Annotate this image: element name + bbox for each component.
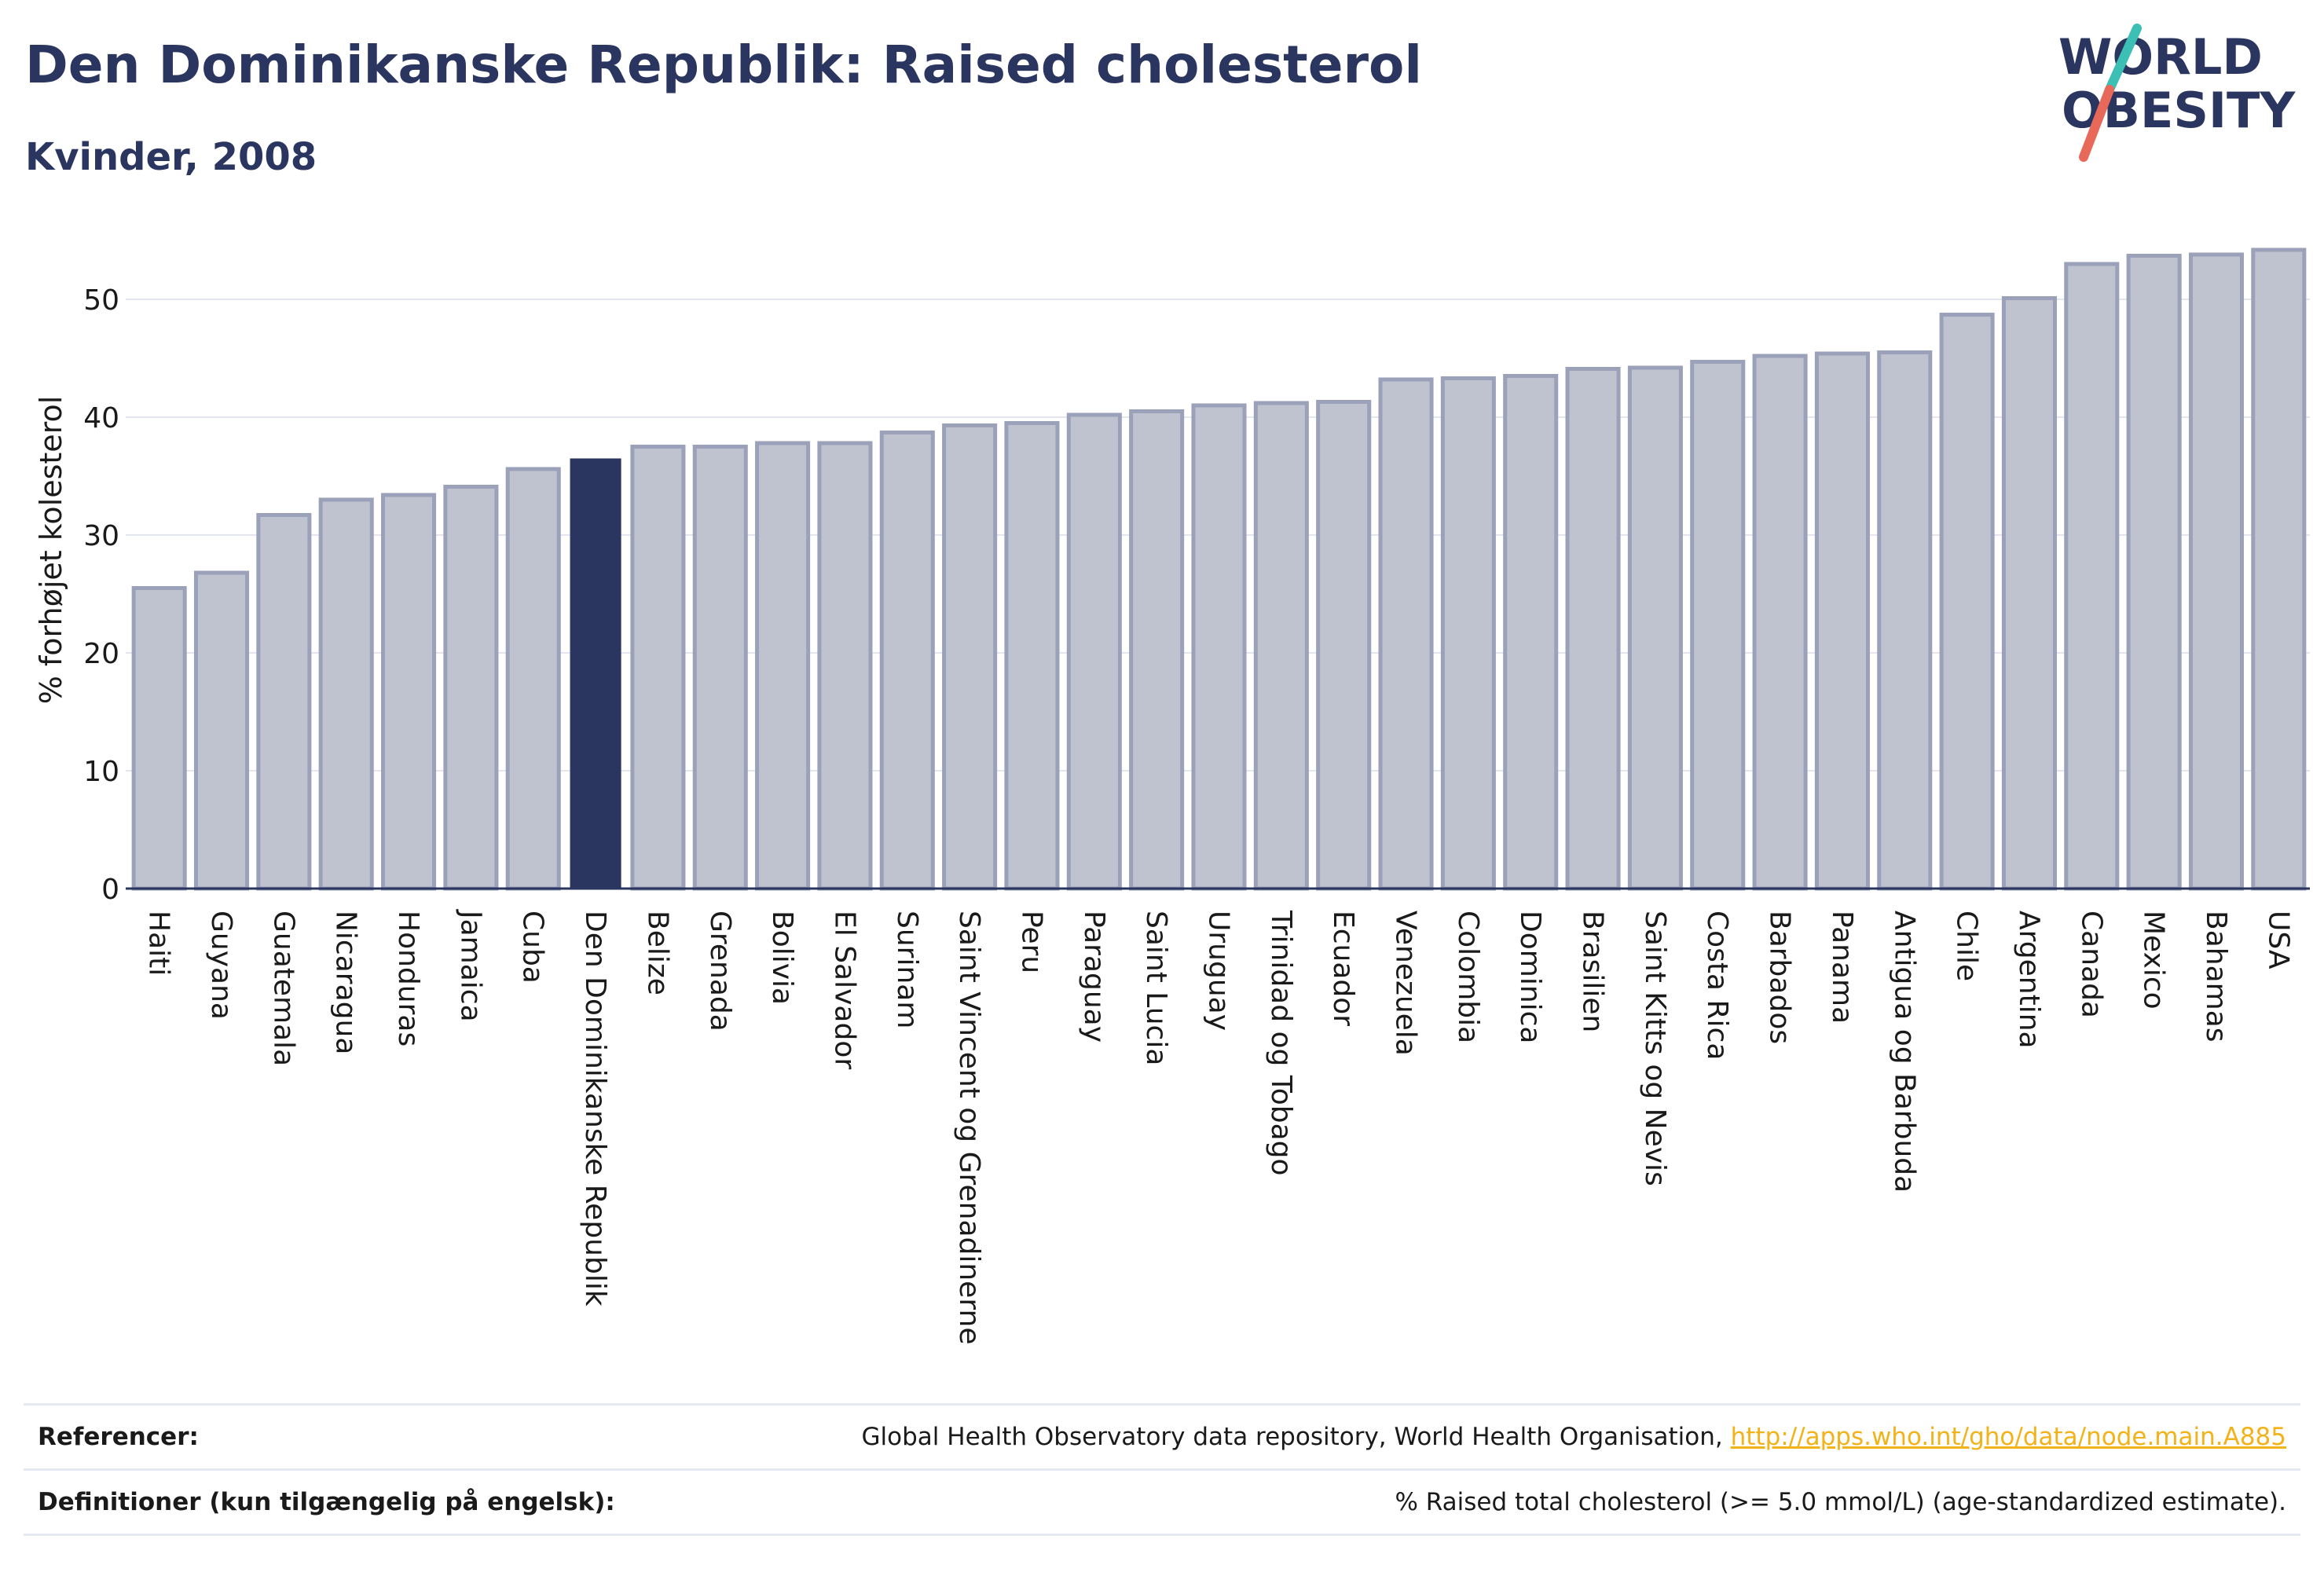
bars — [131, 247, 2307, 891]
x-tick-label: Argentina — [2013, 911, 2045, 1049]
y-tick-labels: 0 10 20 30 40 50 — [83, 284, 119, 906]
x-tick-label: Honduras — [392, 911, 424, 1046]
bar[interactable] — [1939, 313, 1995, 891]
bar[interactable] — [318, 497, 374, 891]
x-tick-label: Antigua og Barbuda — [1888, 911, 1920, 1193]
definitions-row: Definitioner (kun tilgængelig på engelsk… — [24, 1468, 2300, 1536]
bar[interactable] — [692, 445, 748, 891]
x-tick-label: Dominica — [1514, 911, 1546, 1044]
x-tick-label: Saint Lucia — [1140, 911, 1172, 1065]
x-tick-label: Guatemala — [267, 911, 299, 1066]
x-tick-label: Bolivia — [766, 911, 798, 1005]
bar[interactable] — [505, 467, 561, 891]
x-tick-label: El Salvador — [828, 911, 860, 1069]
y-tick-label: 40 — [83, 402, 119, 434]
bar[interactable] — [755, 441, 811, 891]
x-tick-label: Mexico — [2138, 911, 2170, 1010]
bar[interactable] — [2188, 252, 2245, 891]
x-tick-label: Costa Rica — [1701, 911, 1733, 1060]
x-tick-label: Belize — [641, 911, 673, 995]
x-tick-label: Cuba — [517, 911, 549, 984]
bar[interactable] — [1004, 421, 1060, 891]
bar[interactable] — [942, 423, 998, 891]
x-tick-label: Trinidad og Tobago — [1265, 910, 1297, 1176]
x-tick-label: Den Dominikanske Republik — [579, 911, 611, 1307]
bar[interactable] — [1253, 401, 1309, 891]
x-tick-label: Paraguay — [1078, 911, 1110, 1043]
x-tick-label: Bahamas — [2200, 911, 2232, 1043]
x-tick-label: Saint Vincent og Grenadinerne — [953, 911, 985, 1344]
logo-slash-bottom — [2079, 85, 2114, 162]
x-tick-label: Surinam — [891, 911, 923, 1028]
bar-highlighted[interactable] — [570, 458, 621, 889]
x-tick-label: USA — [2262, 911, 2294, 969]
bar[interactable] — [2001, 296, 2057, 891]
x-tick-label: Colombia — [1452, 911, 1484, 1043]
bar[interactable] — [879, 431, 935, 891]
bar[interactable] — [1316, 400, 1372, 891]
page-title: Den Dominikanske Republik: Raised choles… — [25, 35, 1422, 95]
bar[interactable] — [1814, 351, 1870, 891]
x-tick-label: Panama — [1826, 911, 1858, 1024]
references-row: Referencer: Global Health Observatory da… — [24, 1403, 2300, 1468]
definitions-label: Definitioner (kun tilgængelig på engelsk… — [38, 1488, 615, 1516]
x-tick-label: Jamaica — [454, 909, 486, 1022]
y-tick-label: 20 — [83, 638, 119, 670]
bar[interactable] — [1191, 403, 1247, 891]
x-tick-label: Canada — [2075, 911, 2107, 1018]
bar[interactable] — [1627, 365, 1683, 891]
y-tick-label: 50 — [83, 284, 119, 317]
bar[interactable] — [1378, 377, 1434, 891]
x-tick-label: Nicaragua — [330, 911, 362, 1054]
footer: Referencer: Global Health Observatory da… — [24, 1403, 2300, 1536]
references-text: Global Health Observatory data repositor… — [861, 1423, 1731, 1451]
x-tick-label: Venezuela — [1390, 911, 1422, 1056]
definitions-text: % Raised total cholesterol (>= 5.0 mmol/… — [1395, 1488, 2286, 1516]
logo-line1: WORLD — [2058, 28, 2263, 86]
world-obesity-logo: WORLD OBESITY — [2058, 24, 2296, 162]
bar[interactable] — [131, 586, 187, 891]
bar[interactable] — [193, 570, 250, 891]
references-value: Global Health Observatory data repositor… — [862, 1423, 2300, 1451]
x-tick-labels: Haiti Guyana Guatemala Nicaragua Honduras Jam… — [143, 909, 2295, 1344]
bar[interactable] — [256, 513, 312, 891]
x-tick-label: Haiti — [143, 911, 175, 976]
x-tick-label: Ecuador — [1327, 911, 1359, 1026]
bar[interactable] — [1440, 376, 1496, 891]
y-tick-label: 0 — [101, 874, 119, 906]
bar[interactable] — [1690, 360, 1746, 891]
bar[interactable] — [630, 445, 686, 891]
bar[interactable] — [2064, 262, 2120, 891]
x-tick-label: Grenada — [704, 911, 736, 1032]
bar[interactable] — [1752, 354, 1808, 891]
bar[interactable] — [1129, 409, 1185, 891]
x-tick-label: Peru — [1015, 911, 1047, 973]
bar[interactable] — [1877, 350, 1933, 891]
x-tick-label: Uruguay — [1203, 911, 1235, 1031]
bar[interactable] — [2251, 247, 2307, 891]
y-axis-title: % forhøjet kolesterol — [34, 396, 68, 705]
bar-chart: 0 10 20 30 40 50 Haiti Guyana Guatemala Nicaragu… — [34, 247, 2310, 1344]
x-tick-label: Brasilien — [1577, 911, 1609, 1032]
references-label: Referencer: — [38, 1423, 199, 1451]
bar[interactable] — [817, 441, 873, 891]
y-tick-label: 30 — [83, 520, 119, 552]
x-tick-label: Barbados — [1764, 911, 1796, 1044]
bar[interactable] — [1565, 367, 1621, 891]
bar[interactable] — [381, 493, 437, 891]
page-subtitle: Kvinder, 2008 — [25, 135, 317, 179]
bar[interactable] — [443, 485, 499, 891]
bar[interactable] — [1503, 374, 1559, 891]
logo-slash-top — [2105, 24, 2142, 94]
x-tick-label: Saint Kitts og Nevis — [1639, 911, 1671, 1186]
references-link[interactable]: http://apps.who.int/gho/data/node.main.A… — [1730, 1423, 2286, 1451]
bar[interactable] — [1066, 412, 1122, 891]
y-tick-label: 10 — [83, 756, 119, 788]
x-tick-label: Chile — [1951, 911, 1983, 981]
bar[interactable] — [2126, 254, 2182, 891]
x-tick-label: Guyana — [205, 911, 237, 1020]
